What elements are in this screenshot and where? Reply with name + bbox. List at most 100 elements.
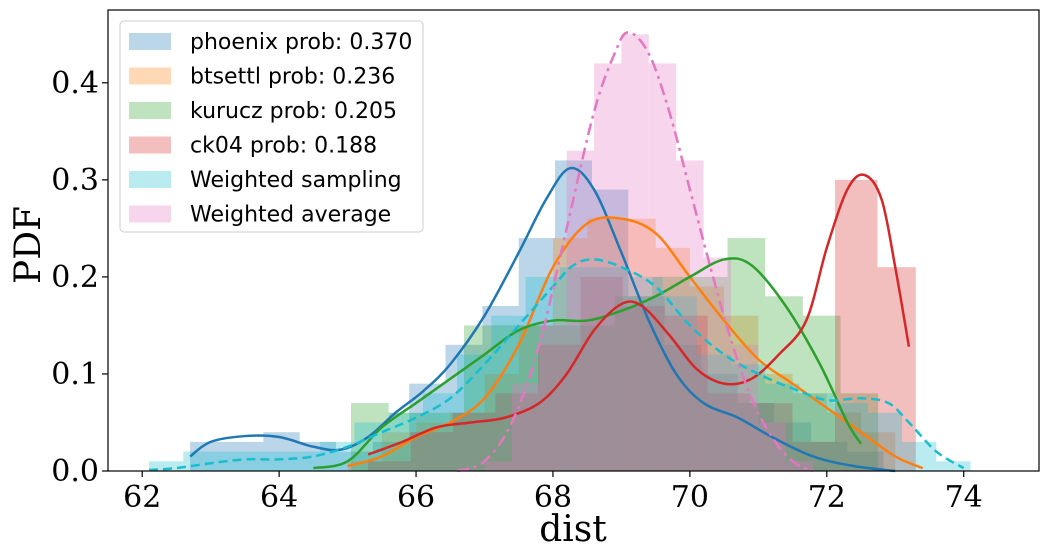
legend-swatch [129, 33, 171, 50]
histogram-bar [576, 325, 615, 471]
histogram-bar [445, 344, 483, 471]
x-tick-label: 70 [671, 480, 709, 515]
histogram-bar [628, 296, 665, 471]
x-tick-label: 64 [260, 480, 298, 515]
histogram-series-1 [347, 218, 896, 471]
histogram-bar [703, 257, 731, 471]
histogram-bar [622, 306, 666, 471]
histogram-bar [410, 432, 454, 471]
kde-line-3 [367, 173, 911, 456]
legend-swatch [129, 171, 171, 188]
legend-swatch [129, 67, 171, 85]
histogram-bar [463, 325, 502, 471]
legend-item: phoenix prob: 0.370 [129, 30, 412, 55]
histogram-bar [251, 451, 286, 471]
x-tick-label: 74 [945, 480, 983, 515]
histogram-bar [285, 451, 321, 471]
histogram-bar [566, 150, 595, 471]
x-tick-label: 66 [397, 480, 435, 515]
histogram-bar [648, 63, 677, 472]
legend-item: btsettl prob: 0.236 [129, 65, 395, 90]
histogram-bar [614, 296, 653, 471]
histogram-bar [811, 441, 848, 471]
y-tick-label: 0.2 [51, 260, 99, 295]
kde-layer [148, 31, 965, 473]
legend-swatch [129, 136, 171, 154]
histogram-bar [727, 238, 766, 471]
histogram-bar [799, 393, 834, 471]
histogram-bar [539, 325, 567, 471]
histogram-bar [511, 383, 540, 471]
histogram-bar [936, 461, 971, 471]
x-tick-label: 72 [808, 480, 846, 515]
histogram-bar [689, 286, 725, 471]
y-tick-label: 0.4 [51, 66, 99, 101]
histogram-bar [183, 451, 218, 471]
legend-swatch [129, 205, 171, 223]
legend-item: ck04 prob: 0.188 [129, 134, 377, 159]
legend-label: kurucz prob: 0.205 [190, 99, 397, 124]
histogram-bar [655, 247, 690, 471]
y-tick-label: 0.3 [51, 163, 99, 198]
histogram-layer [149, 34, 971, 472]
legend-label: phoenix prob: 0.370 [190, 30, 412, 55]
histogram-bar [835, 179, 878, 471]
histogram-series-2 [351, 238, 879, 471]
plot-frame [107, 9, 1040, 472]
legend-label: Weighted sampling [190, 168, 402, 193]
histogram-bar [665, 315, 708, 471]
histogram-bar [652, 276, 690, 471]
histogram-bar [226, 441, 264, 471]
legend-item: Weighted sampling [129, 168, 402, 193]
kde-line-1 [347, 216, 924, 470]
histogram-series-3 [368, 179, 916, 471]
histogram-bar [518, 325, 553, 471]
histogram-bar [621, 218, 656, 471]
x-axis: 62 64 66 68 70 72 74 [123, 471, 983, 515]
legend-box [119, 20, 424, 233]
histogram-bar [552, 238, 588, 471]
histogram-bar [591, 189, 629, 471]
histogram-bar [594, 63, 622, 472]
histogram-bar [426, 412, 464, 471]
histogram-bar [368, 461, 411, 471]
kde-line-5 [456, 31, 814, 473]
x-tick-label: 62 [123, 480, 161, 515]
legend-label: ck04 prob: 0.188 [190, 134, 377, 159]
histogram-bar [594, 267, 629, 471]
histogram-bar [580, 276, 623, 471]
histogram-bar [765, 383, 800, 471]
histogram-bar [701, 373, 738, 471]
y-tick-label: 0.0 [51, 454, 99, 489]
histogram-bar [335, 451, 373, 471]
histogram-bar [621, 34, 649, 472]
legend-item: Weighted average [129, 203, 391, 228]
histogram-bar [833, 403, 868, 471]
histogram-bar [555, 160, 592, 471]
histogram-bar [149, 461, 184, 471]
legend-label: Weighted average [190, 203, 391, 228]
histogram-bar [457, 354, 492, 471]
kde-line-0 [189, 166, 896, 473]
histogram-bar [737, 403, 775, 471]
y-axis: 0.0 0.1 0.2 0.3 0.4 [51, 66, 108, 489]
histogram-bar [587, 218, 622, 471]
histogram-bar [730, 344, 759, 471]
legend-item: kurucz prob: 0.205 [129, 99, 397, 124]
x-axis-label: dist [539, 509, 607, 550]
histogram-bar [877, 267, 916, 471]
histogram-bar [484, 461, 512, 471]
histogram-bar [559, 267, 595, 471]
histogram-bar [758, 422, 786, 471]
histogram-bar [495, 393, 538, 471]
legend-swatch [129, 102, 171, 119]
kde-line-4 [148, 258, 965, 472]
legend: phoenix prob: 0.370 btsettl prob: 0.236 ku… [119, 20, 424, 233]
histogram-bar [707, 393, 751, 471]
y-tick-label: 0.1 [51, 357, 99, 392]
x-tick-label: 68 [534, 480, 572, 515]
histogram-bar [501, 325, 540, 471]
legend-label: btsettl prob: 0.236 [190, 65, 395, 90]
y-axis-label: PDF [8, 206, 49, 284]
